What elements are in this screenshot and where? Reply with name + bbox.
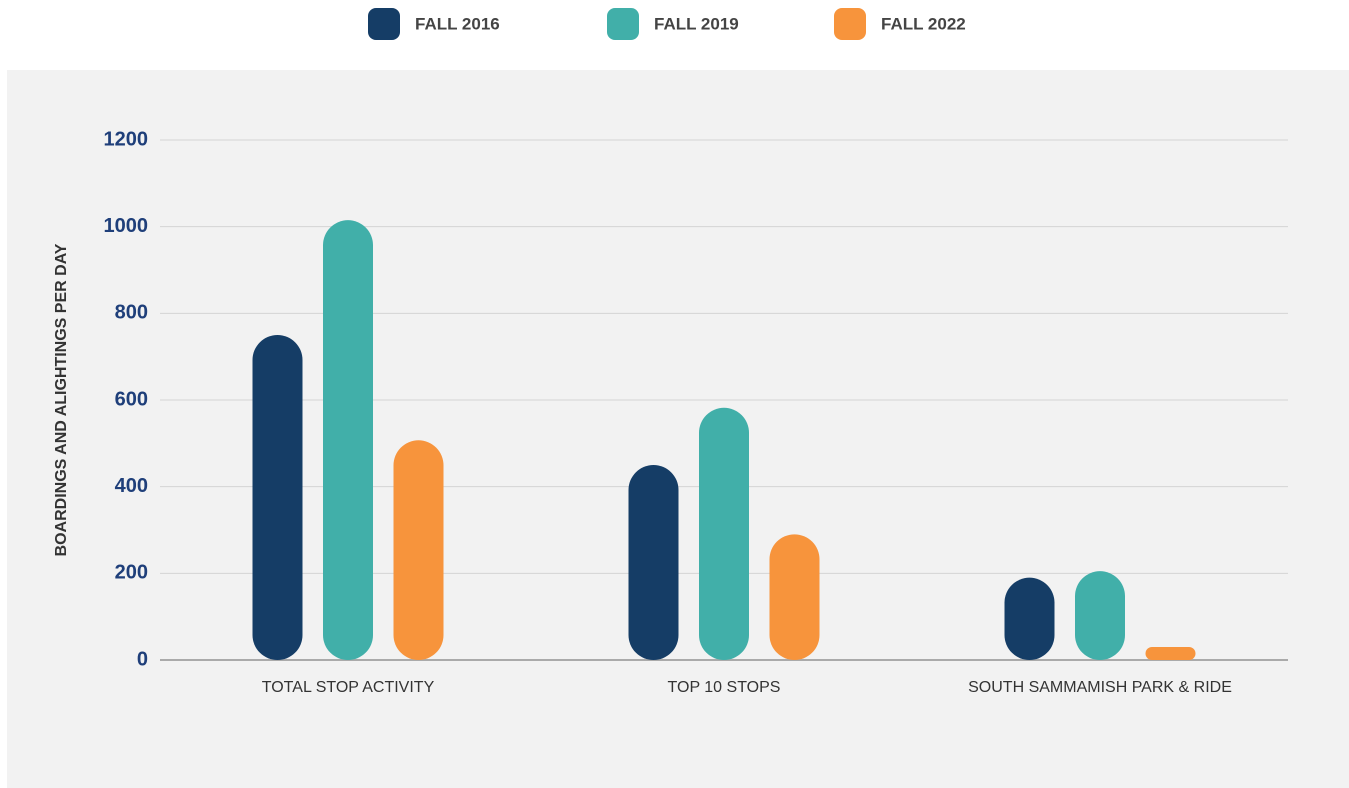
x-tick-label: TOTAL STOP ACTIVITY	[262, 679, 435, 696]
bar	[1145, 647, 1196, 660]
bar	[769, 534, 820, 660]
bar	[628, 465, 679, 660]
y-tick-label: 200	[115, 562, 148, 584]
legend-swatch	[368, 8, 400, 40]
legend-swatch	[834, 8, 866, 40]
bar	[323, 220, 373, 660]
legend-swatch	[607, 8, 639, 40]
y-tick-label: 400	[115, 475, 148, 497]
y-tick-label: 1200	[104, 128, 149, 150]
bar	[393, 440, 444, 660]
bar	[1075, 571, 1125, 660]
bar	[252, 335, 303, 660]
x-tick-label: TOP 10 STOPS	[668, 679, 781, 696]
y-axis-label: BOARDINGS AND ALIGHTINGS PER DAY	[53, 243, 70, 556]
plot-panel	[7, 70, 1349, 788]
y-tick-label: 1000	[104, 215, 149, 237]
bar	[699, 407, 749, 660]
x-tick-label: SOUTH SAMMAMISH PARK & RIDE	[968, 679, 1232, 696]
bar	[1004, 577, 1055, 660]
y-tick-label: 600	[115, 388, 148, 410]
y-tick-label: 800	[115, 302, 148, 324]
y-tick-label: 0	[137, 648, 148, 670]
legend-label: FALL 2022	[881, 14, 966, 33]
legend-label: FALL 2019	[654, 14, 739, 33]
legend-label: FALL 2016	[415, 14, 500, 33]
